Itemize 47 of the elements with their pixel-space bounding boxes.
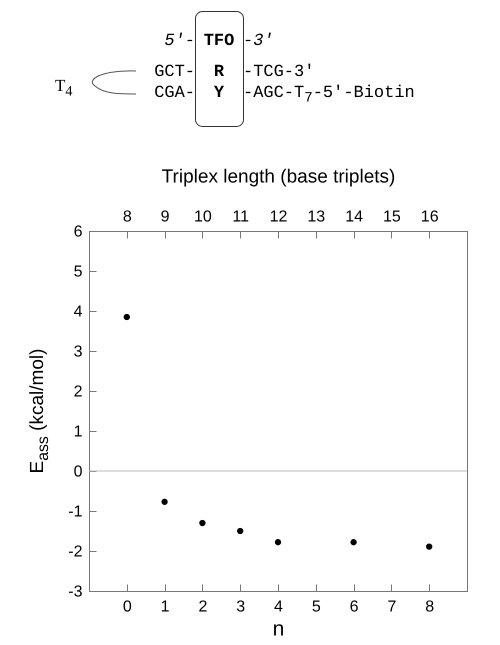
- text: CGA-: [154, 84, 195, 104]
- text: -AGC-T$_{7}$-5′-Biotin: [243, 84, 415, 108]
- point: [124, 314, 130, 320]
- point: [199, 520, 206, 526]
- y-tick-label: 2: [74, 384, 83, 400]
- x2-tick-label: 12: [270, 208, 288, 226]
- y-tick-label: 3: [74, 344, 83, 360]
- x-tick-label: 5: [312, 598, 321, 616]
- x-tick-label: 0: [122, 598, 132, 616]
- point: [426, 543, 432, 550]
- text: -TCG-3′: [243, 63, 314, 83]
- y-tick-label: 4: [74, 304, 83, 320]
- x-tick-label: 1: [160, 598, 170, 616]
- y-tick-label: -2: [68, 544, 83, 560]
- text: Y: [212, 84, 226, 104]
- x2-tick-label: 9: [160, 208, 170, 226]
- x2-tick-label: 10: [194, 208, 212, 226]
- y-tick-label: 6: [74, 224, 83, 240]
- x-tick-label: 3: [236, 598, 246, 616]
- x2-tick-label: 14: [345, 208, 364, 226]
- text: R: [212, 63, 226, 83]
- x-tick-label: 4: [274, 598, 284, 616]
- point: [161, 498, 168, 505]
- x-tick-label: 6: [350, 598, 359, 616]
- text: 5′-: [164, 32, 195, 52]
- x-tick-label: 2: [198, 598, 208, 616]
- text: TFO: [202, 32, 236, 52]
- point: [274, 539, 282, 546]
- x2-tick-label: 15: [383, 208, 401, 226]
- y-tick-label: 5: [74, 264, 83, 280]
- y-tick-label: -3: [68, 584, 83, 600]
- x2-tick-label: 16: [420, 208, 439, 226]
- x-tick-label: 7: [387, 598, 396, 616]
- text: T$_{4}$: [55, 76, 72, 102]
- x2-tick-label: 11: [232, 208, 250, 226]
- x2-axis-title: Triplex length (base triplets): [162, 166, 396, 188]
- x2-tick-label: 8: [122, 208, 132, 226]
- x-tick-label: 8: [425, 598, 434, 616]
- y-tick-label: 0: [74, 464, 83, 480]
- point: [350, 539, 357, 546]
- y-tick-label: -1: [68, 504, 83, 520]
- text: -3′: [243, 32, 274, 52]
- x-axis-title: n: [272, 618, 284, 640]
- x2-tick-label: 13: [307, 208, 326, 226]
- text: GCT-: [154, 63, 195, 83]
- point: [237, 528, 244, 534]
- y-tick-label: 1: [74, 424, 83, 440]
